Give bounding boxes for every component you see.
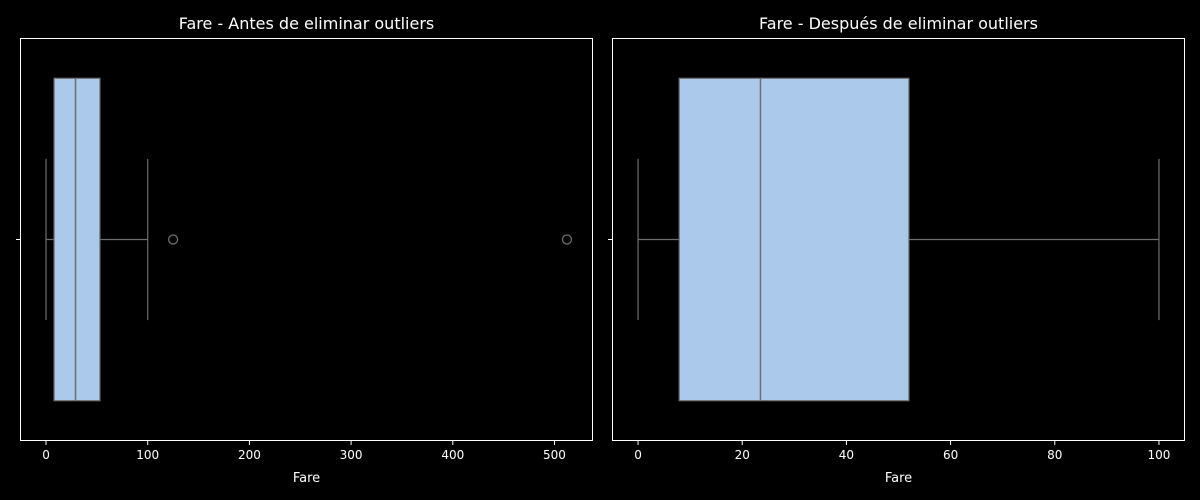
x-tick-label: 100 (136, 448, 159, 462)
box-iqr (53, 77, 101, 402)
x-tick-label: 100 (1148, 448, 1171, 462)
box-iqr (678, 77, 910, 402)
x-axis-label: Fare (293, 471, 320, 486)
x-axis-label: Fare (885, 471, 912, 486)
x-tick-label: 500 (543, 448, 566, 462)
chart-title: Fare - Después de eliminar outliers (759, 14, 1038, 33)
x-tick-label: 0 (634, 448, 642, 462)
x-tick-label: 60 (943, 448, 958, 462)
chart-panel-after: Fare - Después de eliminar outliers Fare… (608, 14, 1185, 486)
outlier-point (561, 234, 573, 245)
x-tick-label: 300 (340, 448, 363, 462)
plot-area-frame (20, 38, 593, 441)
outlier-point (167, 234, 179, 245)
chart-title: Fare - Antes de eliminar outliers (179, 14, 435, 33)
x-tick-label: 200 (238, 448, 261, 462)
chart-panel-before: Fare - Antes de eliminar outliers Fare 0… (16, 14, 593, 486)
x-tick-label: 400 (441, 448, 464, 462)
x-tick-label: 80 (1047, 448, 1062, 462)
x-tick-label: 20 (735, 448, 750, 462)
plot-area-frame (612, 38, 1185, 441)
x-tick-label: 0 (42, 448, 50, 462)
x-tick-label: 40 (839, 448, 854, 462)
